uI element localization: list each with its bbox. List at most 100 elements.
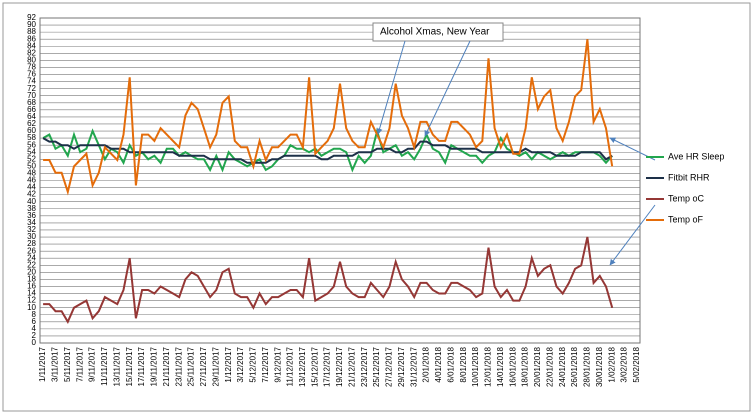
y-tick-label: 68 bbox=[27, 98, 36, 107]
x-tick-label: 22/01/2018 bbox=[545, 346, 554, 387]
x-tick-label: 21/12/2017 bbox=[347, 346, 356, 387]
y-tick-label: 62 bbox=[27, 119, 36, 128]
y-tick-label: 66 bbox=[27, 105, 36, 114]
x-tick-label: 24/01/2018 bbox=[558, 346, 567, 387]
x-tick-label: 28/01/2018 bbox=[583, 346, 592, 387]
x-tick-label: 9/12/2017 bbox=[273, 346, 282, 382]
x-tick-label: 8/01/2018 bbox=[459, 346, 468, 382]
x-tick-label: 25/12/2017 bbox=[372, 346, 381, 387]
y-tick-label: 80 bbox=[27, 56, 36, 65]
y-tick-label: 24 bbox=[27, 253, 36, 262]
y-tick-label: 12 bbox=[27, 296, 36, 305]
y-tick-label: 40 bbox=[27, 197, 36, 206]
y-tick-label: 22 bbox=[27, 260, 36, 269]
y-tick-label: 44 bbox=[27, 183, 36, 192]
x-tick-label: 21/11/2017 bbox=[162, 346, 171, 386]
x-tick-label: 29/12/2017 bbox=[397, 346, 406, 387]
x-tick-label: 13/11/2017 bbox=[112, 346, 121, 386]
y-tick-label: 82 bbox=[27, 48, 36, 57]
x-tick-label: 17/12/2017 bbox=[323, 346, 332, 387]
y-tick-label: 4 bbox=[32, 324, 37, 333]
x-tick-label: 11/12/2017 bbox=[286, 346, 295, 386]
y-tick-label: 18 bbox=[27, 275, 36, 284]
y-tick-label: 56 bbox=[27, 140, 36, 149]
x-tick-label: 10/01/2018 bbox=[471, 346, 480, 387]
y-tick-label: 14 bbox=[27, 289, 36, 298]
x-tick-label: 9/11/2017 bbox=[88, 346, 97, 382]
x-tick-label: 15/11/2017 bbox=[125, 346, 134, 386]
x-tick-label: 4/01/2018 bbox=[434, 346, 443, 382]
y-tick-label: 90 bbox=[27, 20, 36, 29]
x-tick-label: 25/11/2017 bbox=[187, 346, 196, 386]
x-tick-label: 27/11/2017 bbox=[199, 346, 208, 386]
y-tick-label: 46 bbox=[27, 176, 36, 185]
y-tick-label: 58 bbox=[27, 133, 36, 142]
arrow bbox=[424, 40, 471, 137]
y-tick-label: 92 bbox=[27, 13, 36, 22]
x-tick-label: 31/12/2017 bbox=[409, 346, 418, 387]
annotation: Alcohol Xmas, New Year bbox=[380, 27, 490, 38]
x-tick-label: 16/01/2018 bbox=[508, 346, 517, 387]
x-tick-label: 3/02/2018 bbox=[620, 346, 629, 382]
y-tick-label: 72 bbox=[27, 84, 36, 93]
x-tick-label: 2/01/2018 bbox=[422, 346, 431, 382]
x-tick-label: 1/02/2018 bbox=[607, 346, 616, 382]
legend-label: Temp oC bbox=[668, 193, 705, 203]
series-line bbox=[42, 137, 613, 164]
y-tick-label: 86 bbox=[27, 34, 36, 43]
x-tick-label: 1/11/2017 bbox=[38, 346, 47, 382]
arrow bbox=[376, 40, 406, 135]
legend-label: Ave HR Sleep bbox=[668, 151, 724, 161]
x-tick-label: 27/12/2017 bbox=[385, 346, 394, 387]
x-tick-label: 1/12/2017 bbox=[224, 346, 233, 382]
y-tick-label: 10 bbox=[27, 303, 36, 312]
y-tick-label: 74 bbox=[27, 77, 36, 86]
y-tick-label: 88 bbox=[27, 27, 36, 36]
x-tick-label: 23/11/2017 bbox=[174, 346, 183, 386]
x-tick-label: 19/11/2017 bbox=[150, 346, 159, 386]
arrow bbox=[609, 204, 656, 266]
y-tick-label: 16 bbox=[27, 282, 36, 291]
series-line bbox=[43, 39, 614, 196]
x-tick-label: 29/11/2017 bbox=[211, 346, 220, 386]
y-tick-label: 84 bbox=[27, 41, 36, 50]
y-tick-label: 38 bbox=[27, 204, 36, 213]
x-tick-label: 11/11/2017 bbox=[100, 346, 109, 385]
y-tick-label: 64 bbox=[27, 112, 36, 121]
x-tick-label: 26/01/2018 bbox=[570, 346, 579, 387]
y-tick-label: 30 bbox=[27, 232, 36, 241]
x-tick-label: 20/01/2018 bbox=[533, 346, 542, 387]
legend-label: Fitbit RHR bbox=[668, 172, 710, 182]
x-tick-label: 12/01/2018 bbox=[484, 346, 493, 387]
y-tick-label: 36 bbox=[27, 211, 36, 220]
x-tick-label: 5/12/2017 bbox=[249, 346, 258, 382]
y-tick-label: 0 bbox=[32, 338, 37, 347]
x-tick-label: 14/01/2018 bbox=[496, 346, 505, 387]
x-tick-label: 5/11/2017 bbox=[63, 346, 72, 382]
y-tick-label: 28 bbox=[27, 239, 36, 248]
y-tick-label: 42 bbox=[27, 190, 36, 199]
y-tick-label: 6 bbox=[32, 317, 37, 326]
y-tick-label: 20 bbox=[27, 267, 36, 276]
y-tick-label: 32 bbox=[27, 225, 36, 234]
series-line bbox=[43, 236, 614, 324]
x-tick-label: 23/12/2017 bbox=[360, 346, 369, 387]
y-tick-label: 60 bbox=[27, 126, 36, 135]
y-tick-label: 52 bbox=[27, 154, 36, 163]
y-tick-label: 76 bbox=[27, 70, 36, 79]
y-tick-label: 26 bbox=[27, 246, 36, 255]
x-tick-label: 17/11/2017 bbox=[137, 346, 146, 386]
x-tick-label: 19/12/2017 bbox=[335, 346, 344, 387]
x-tick-label: 7/11/2017 bbox=[75, 346, 84, 382]
y-tick-label: 78 bbox=[27, 63, 36, 72]
x-tick-label: 30/01/2018 bbox=[595, 346, 604, 387]
x-tick-label: 3/11/2017 bbox=[51, 346, 60, 382]
y-tick-label: 48 bbox=[27, 169, 36, 178]
x-tick-label: 6/01/2018 bbox=[446, 346, 455, 382]
legend-label: Temp oF bbox=[668, 214, 704, 224]
x-tick-label: 18/01/2018 bbox=[521, 346, 530, 387]
x-tick-label: 7/12/2017 bbox=[261, 346, 270, 382]
y-tick-label: 54 bbox=[27, 147, 36, 156]
x-tick-label: 13/12/2017 bbox=[298, 346, 307, 387]
